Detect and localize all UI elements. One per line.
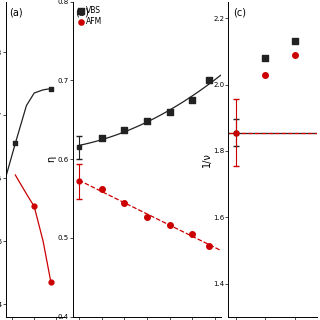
Point	[167, 222, 172, 227]
Point	[207, 243, 212, 248]
Point	[292, 39, 297, 44]
Point	[144, 214, 149, 219]
Point	[99, 135, 104, 140]
Point	[190, 231, 195, 236]
Point	[167, 109, 172, 115]
Point	[292, 52, 297, 57]
Point	[207, 78, 212, 83]
Text: (c): (c)	[233, 8, 246, 18]
Point	[48, 86, 53, 91]
Legend: VBS, AFM: VBS, AFM	[77, 5, 103, 27]
Point	[263, 55, 268, 60]
Text: (a): (a)	[9, 8, 23, 18]
Point	[99, 187, 104, 192]
Point	[122, 127, 127, 132]
Point	[190, 98, 195, 103]
Text: (b): (b)	[75, 8, 89, 18]
Point	[13, 141, 18, 146]
Point	[122, 200, 127, 205]
Y-axis label: 1/ν: 1/ν	[202, 152, 212, 167]
Point	[48, 280, 53, 285]
Point	[32, 204, 37, 209]
Point	[144, 119, 149, 124]
Point	[263, 72, 268, 77]
Y-axis label: η: η	[46, 156, 56, 162]
